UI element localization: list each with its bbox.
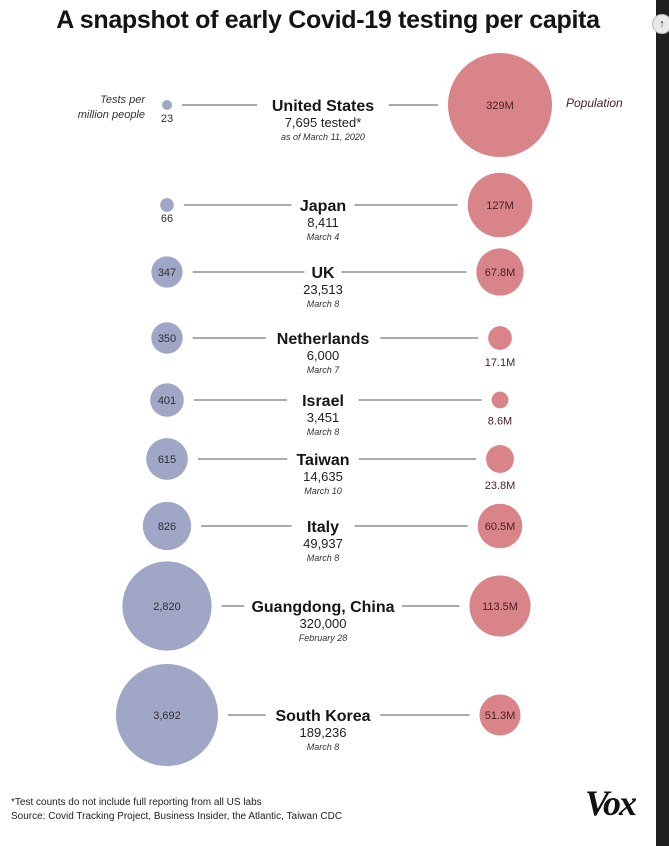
population-value-label: 329M — [486, 100, 514, 112]
tests-bubble — [151, 322, 183, 354]
test-date: March 8 — [307, 299, 340, 309]
population-bubble — [479, 694, 521, 736]
chart-title: A snapshot of early Covid-19 testing per… — [56, 6, 600, 34]
country-name: United States — [272, 98, 374, 115]
tests-total: 23,513 — [303, 282, 343, 297]
tests-total: 7,695 tested* — [285, 115, 362, 130]
tests-bubble — [116, 664, 218, 766]
tests-bubble — [151, 256, 183, 288]
tests-total: 189,236 — [300, 725, 347, 740]
population-bubble — [476, 248, 524, 296]
test-date: March 7 — [307, 365, 341, 375]
tests-value-label: 347 — [158, 267, 176, 279]
country-name: UK — [311, 265, 335, 282]
tests-value-label: 401 — [158, 395, 176, 407]
population-bubble — [477, 503, 523, 549]
tests-total: 320,000 — [300, 616, 347, 631]
test-date: March 10 — [304, 486, 342, 496]
population-bubble — [486, 445, 514, 473]
population-value-label: 8.6M — [488, 415, 512, 427]
tests-value-label: 350 — [158, 333, 176, 345]
test-date: March 8 — [307, 553, 340, 563]
tests-bubble — [146, 438, 188, 480]
tests-legend-line1: Tests per — [100, 94, 146, 106]
footnote-source: Source: Covid Tracking Project, Business… — [11, 811, 343, 822]
country-name: Netherlands — [277, 331, 370, 348]
population-bubble — [469, 575, 531, 637]
arrow-up-icon[interactable]: ↑ — [652, 14, 669, 34]
population-value-label: 17.1M — [485, 357, 516, 369]
test-date: March 8 — [307, 742, 340, 752]
tests-total: 49,937 — [303, 536, 343, 551]
population-value-label: 60.5M — [485, 521, 516, 533]
population-bubble — [488, 326, 512, 350]
window-edge — [656, 0, 669, 846]
tests-total: 8,411 — [307, 215, 339, 230]
tests-legend-line2: million people — [78, 109, 145, 121]
footnote: *Test counts do not include full reporti… — [11, 796, 342, 824]
tests-bubble — [142, 501, 192, 551]
tests-bubble — [122, 561, 212, 651]
test-date: March 8 — [307, 427, 340, 437]
population-value-label: 23.8M — [485, 480, 516, 492]
population-bubble — [491, 391, 509, 409]
country-name: South Korea — [275, 708, 370, 725]
country-name: Japan — [300, 198, 346, 215]
tests-value-label: 23 — [161, 113, 173, 125]
country-name: Guangdong, China — [251, 599, 394, 616]
vox-logo: Vox — [585, 783, 637, 823]
test-date: as of March 11, 2020 — [281, 132, 365, 142]
population-value-label: 113.5M — [482, 601, 518, 613]
population-legend: Population — [566, 96, 623, 110]
tests-value-label: 826 — [158, 521, 176, 533]
test-date: March 4 — [307, 232, 340, 242]
tests-value-label: 66 — [161, 213, 173, 225]
population-bubble — [467, 172, 533, 238]
footnote-note: *Test counts do not include full reporti… — [11, 797, 262, 808]
test-date: February 28 — [299, 633, 348, 643]
country-name: Italy — [307, 519, 339, 536]
tests-total: 3,451 — [307, 410, 340, 425]
tests-value-label: 615 — [158, 454, 176, 466]
tests-total: 14,635 — [303, 469, 343, 484]
tests-value-label: 3,692 — [153, 710, 181, 722]
tests-bubble — [162, 100, 172, 110]
country-name: Israel — [302, 393, 344, 410]
country-name: Taiwan — [296, 452, 349, 469]
tests-total: 6,000 — [307, 348, 340, 363]
tests-bubble — [160, 198, 174, 212]
tests-bubble — [150, 383, 184, 417]
population-value-label: 67.8M — [485, 267, 516, 279]
population-bubble — [448, 53, 552, 157]
tests-value-label: 2,820 — [153, 601, 181, 613]
population-value-label: 51.3M — [485, 710, 516, 722]
population-value-label: 127M — [486, 200, 514, 212]
